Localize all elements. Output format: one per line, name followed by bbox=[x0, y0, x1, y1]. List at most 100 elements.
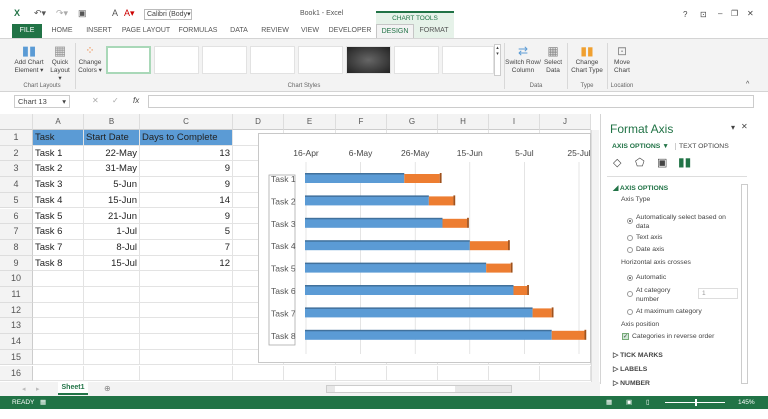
data-cell[interactable]: 14 bbox=[140, 192, 233, 209]
tab-developer[interactable]: DEVELOPER bbox=[328, 27, 372, 34]
column-header-H[interactable]: H bbox=[438, 114, 489, 130]
cell[interactable] bbox=[140, 318, 233, 335]
tab-design[interactable]: DESIGN bbox=[376, 24, 414, 38]
pane-options-icon[interactable]: ▾ bbox=[731, 123, 736, 132]
cell[interactable] bbox=[84, 271, 140, 287]
pane-close-icon[interactable]: ✕ bbox=[741, 122, 748, 131]
row-header-13[interactable]: 13 bbox=[0, 318, 33, 335]
font-color-icon[interactable]: A▾ bbox=[124, 8, 135, 18]
data-cell[interactable]: 5 bbox=[140, 224, 233, 240]
collapse-ribbon-icon[interactable]: ^ bbox=[746, 81, 750, 88]
cell[interactable] bbox=[84, 318, 140, 335]
row-header-15[interactable]: 15 bbox=[0, 349, 33, 366]
data-cell[interactable]: 9 bbox=[140, 161, 233, 178]
cell[interactable] bbox=[84, 287, 140, 303]
chart-style-4[interactable] bbox=[250, 46, 295, 74]
tab-formulas[interactable]: FORMULAS bbox=[178, 27, 218, 34]
chart-style-6[interactable] bbox=[346, 46, 391, 74]
section-number[interactable]: ▷ NUMBER bbox=[613, 380, 650, 387]
data-cell[interactable]: 13 bbox=[140, 145, 233, 162]
chart-style-2[interactable] bbox=[154, 46, 199, 74]
row-header-8[interactable]: 8 bbox=[0, 239, 33, 256]
cell[interactable] bbox=[140, 271, 233, 287]
row-header-5[interactable]: 5 bbox=[0, 192, 33, 209]
select-data-button[interactable]: ▦ Select Data bbox=[542, 43, 564, 75]
undo-icon[interactable]: ↶▾ bbox=[34, 8, 47, 18]
data-cell[interactable]: Task 2 bbox=[33, 161, 84, 178]
move-chart-button[interactable]: ⊡ Move Chart bbox=[608, 43, 636, 75]
cell[interactable] bbox=[489, 365, 540, 382]
switch-row-column-button[interactable]: ⇄ Switch Row/ Column bbox=[505, 43, 541, 75]
cell[interactable] bbox=[540, 365, 591, 382]
tab-text-options[interactable]: TEXT OPTIONS bbox=[675, 143, 729, 150]
column-header-F[interactable]: F bbox=[336, 114, 387, 130]
data-cell[interactable]: Task 7 bbox=[33, 239, 84, 256]
cell[interactable] bbox=[387, 365, 438, 382]
scroll-sheets-right[interactable]: ▸ bbox=[36, 386, 40, 393]
data-cell[interactable]: Task 1 bbox=[33, 145, 84, 162]
page-break-view-icon[interactable]: ▯ bbox=[646, 399, 650, 406]
scroll-thumb[interactable] bbox=[335, 386, 455, 392]
data-cell[interactable]: 8-Jul bbox=[84, 239, 140, 256]
header-cell[interactable]: Days to Complete bbox=[140, 130, 233, 146]
row-header-1[interactable]: 1 bbox=[0, 130, 33, 146]
column-header-A[interactable]: A bbox=[33, 114, 84, 130]
data-cell[interactable]: Task 3 bbox=[33, 177, 84, 193]
cell[interactable] bbox=[84, 349, 140, 366]
data-cell[interactable]: Task 8 bbox=[33, 255, 84, 272]
data-cell[interactable]: 12 bbox=[140, 255, 233, 272]
row-header-14[interactable]: 14 bbox=[0, 334, 33, 350]
column-header-G[interactable]: G bbox=[387, 114, 438, 130]
row-header-11[interactable]: 11 bbox=[0, 287, 33, 303]
cell[interactable] bbox=[336, 365, 387, 382]
row-header-9[interactable]: 9 bbox=[0, 255, 33, 272]
enter-icon[interactable]: ✓ bbox=[112, 96, 119, 105]
normal-view-icon[interactable]: ▦ bbox=[606, 399, 613, 406]
data-cell[interactable]: 9 bbox=[140, 177, 233, 193]
category-number-input[interactable]: 1 bbox=[698, 288, 738, 299]
header-cell[interactable]: Task bbox=[33, 130, 84, 146]
tab-axis-options[interactable]: AXIS OPTIONS ▼ bbox=[612, 143, 669, 150]
data-cell[interactable]: Task 4 bbox=[33, 192, 84, 209]
zoom-slider[interactable] bbox=[665, 399, 725, 406]
data-cell[interactable]: Task 6 bbox=[33, 224, 84, 240]
data-cell[interactable]: 15-Jul bbox=[84, 255, 140, 272]
axis-options-icon[interactable]: ▮▮ bbox=[678, 155, 692, 169]
tab-file[interactable]: FILE bbox=[12, 24, 42, 38]
cell[interactable] bbox=[140, 365, 233, 382]
tab-format[interactable]: FORMAT bbox=[414, 24, 454, 38]
cell[interactable] bbox=[140, 349, 233, 366]
pane-scrollbar[interactable] bbox=[741, 184, 748, 384]
cell[interactable] bbox=[33, 334, 84, 350]
add-chart-element-button[interactable]: ▮▮ Add Chart Element ▾ bbox=[12, 43, 46, 75]
new-sheet-button[interactable]: ⊕ bbox=[104, 384, 111, 393]
row-header-7[interactable]: 7 bbox=[0, 224, 33, 240]
section-labels[interactable]: ▷ LABELS bbox=[613, 366, 648, 373]
data-cell[interactable]: 15-Jun bbox=[84, 192, 140, 209]
reverse-order-checkbox[interactable]: ✓ bbox=[622, 333, 629, 340]
cell[interactable] bbox=[84, 334, 140, 350]
row-header-12[interactable]: 12 bbox=[0, 302, 33, 319]
styles-scroll[interactable]: ▴ ▾ bbox=[494, 44, 501, 76]
data-cell[interactable]: 22-May bbox=[84, 145, 140, 162]
change-chart-type-button[interactable]: ▮▮ Change Chart Type bbox=[568, 43, 606, 75]
chart-style-5[interactable] bbox=[298, 46, 343, 74]
cell[interactable] bbox=[84, 302, 140, 319]
cancel-icon[interactable]: ✕ bbox=[92, 96, 99, 105]
vertical-scrollbar[interactable] bbox=[591, 130, 599, 382]
minimize-button[interactable]: – bbox=[718, 9, 723, 18]
formula-input[interactable] bbox=[148, 95, 754, 108]
tab-data[interactable]: DATA bbox=[230, 27, 248, 34]
data-cell[interactable]: 31-May bbox=[84, 161, 140, 178]
horizontal-scrollbar[interactable] bbox=[326, 385, 512, 393]
column-header-D[interactable]: D bbox=[233, 114, 284, 130]
insert-function-button[interactable]: fx bbox=[133, 96, 140, 105]
data-cell[interactable]: 1-Jul bbox=[84, 224, 140, 240]
font-name-box[interactable]: Calibri (Body▾ bbox=[144, 9, 192, 20]
cell[interactable] bbox=[140, 334, 233, 350]
help-button[interactable]: ? bbox=[683, 10, 688, 19]
cell[interactable] bbox=[233, 365, 284, 382]
data-cell[interactable]: Task 5 bbox=[33, 208, 84, 225]
tab-home[interactable]: HOME bbox=[51, 27, 73, 34]
cell[interactable] bbox=[33, 365, 84, 382]
